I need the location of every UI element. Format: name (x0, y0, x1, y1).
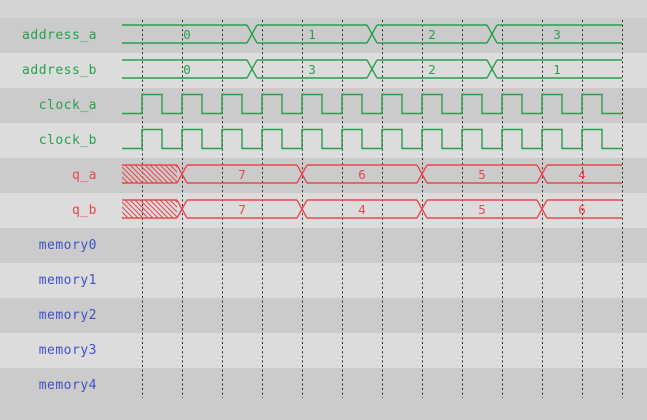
signal-row: q_a (0, 158, 647, 193)
bus-value: 0 (183, 27, 191, 42)
waveform-q_b: 7 4 5 6 (122, 199, 622, 219)
signal-name-memory2[interactable]: memory2 (38, 308, 97, 323)
signal-name-clock_b[interactable]: clock_b (38, 133, 97, 148)
bus-value: 6 (578, 202, 586, 217)
waveform-clock_b (122, 128, 622, 150)
bus-value: 6 (358, 167, 366, 182)
waveform-clock_a (122, 93, 622, 115)
top-margin-strip (0, 0, 647, 18)
signal-row: address_a (0, 18, 647, 53)
bus-value: 3 (308, 62, 316, 77)
signal-row: clock_b (0, 123, 647, 158)
bus-value: 4 (358, 202, 366, 217)
waveform-address_b: 0 3 2 1 (122, 59, 622, 79)
waveform-q_a: 7 6 5 4 (122, 164, 622, 184)
bus-value: 4 (578, 167, 586, 182)
signal-rows: address_a address_b clock_a clock_b q_a … (0, 18, 647, 403)
signal-name-clock_a[interactable]: clock_a (38, 98, 97, 113)
waveform-address_a: 0 1 2 3 (122, 24, 622, 44)
signal-name-q_b[interactable]: q_b (72, 203, 97, 218)
signal-row: address_b (0, 53, 647, 88)
bus-value: 5 (478, 167, 486, 182)
signal-row: memory3 (0, 333, 647, 368)
signal-name-q_a[interactable]: q_a (72, 168, 97, 183)
signal-row: q_b (0, 193, 647, 228)
signal-row: memory4 (0, 368, 647, 403)
bus-value: 1 (553, 62, 561, 77)
bus-value: 5 (478, 202, 486, 217)
signal-name-memory4[interactable]: memory4 (38, 378, 97, 393)
signal-name-address_a[interactable]: address_a (22, 28, 97, 43)
bus-value: 2 (428, 27, 436, 42)
signal-name-address_b[interactable]: address_b (22, 63, 97, 78)
signal-name-memory3[interactable]: memory3 (38, 343, 97, 358)
signal-row: memory0 (0, 228, 647, 263)
bus-value: 0 (183, 62, 191, 77)
bus-value: 3 (553, 27, 561, 42)
bus-value: 7 (238, 167, 246, 182)
bus-value: 1 (308, 27, 316, 42)
signal-row: memory1 (0, 263, 647, 298)
signal-name-memory0[interactable]: memory0 (38, 238, 97, 253)
grid-cursor-lines (142, 20, 623, 398)
signal-row: clock_a (0, 88, 647, 123)
bus-value: 7 (238, 202, 246, 217)
bus-value: 2 (428, 62, 436, 77)
signal-row: memory2 (0, 298, 647, 333)
signal-name-memory1[interactable]: memory1 (38, 273, 97, 288)
